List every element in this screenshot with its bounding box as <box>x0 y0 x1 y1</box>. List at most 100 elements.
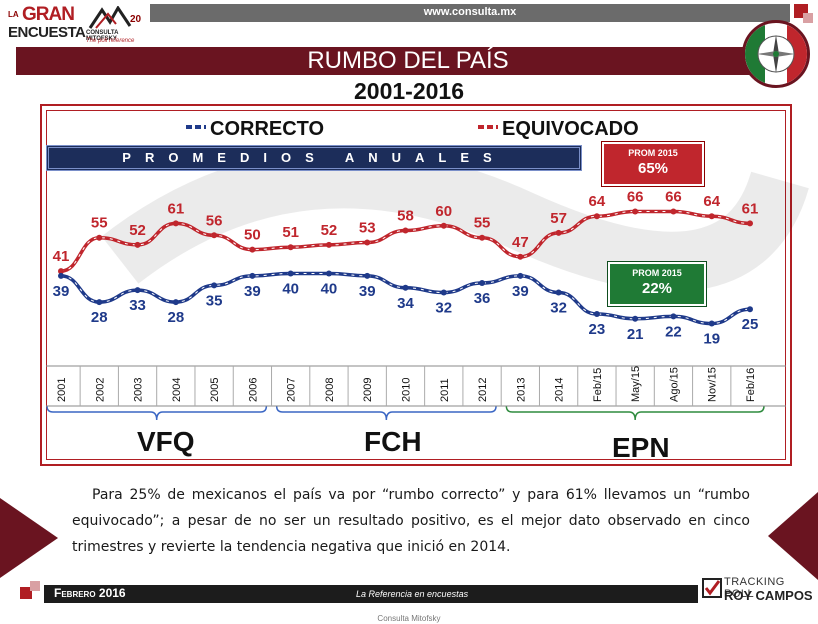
series-equivocado-point <box>249 246 256 253</box>
series-correcto-data-label: 33 <box>129 297 146 314</box>
x-tick-label: 2003 <box>133 378 145 402</box>
x-tick-label: 2007 <box>286 378 298 402</box>
series-equivocado-data-label: 52 <box>129 222 146 239</box>
x-tick-label: Ago/15 <box>668 367 680 402</box>
series-correcto-data-label: 25 <box>742 316 759 333</box>
x-tick-label: 2002 <box>94 378 106 402</box>
series-equivocado-point <box>325 241 332 248</box>
x-tick-label: Nov/15 <box>707 367 719 402</box>
series-correcto-data-label: 36 <box>474 290 491 307</box>
administration-brackets <box>46 405 765 421</box>
series-correcto-data-label: 34 <box>397 295 414 312</box>
series-equivocado-data-label: 51 <box>282 224 299 241</box>
promedios-anuales-label: PROMEDIOS ANUALES <box>122 150 506 165</box>
prom-correcto-title: PROM 2015 <box>632 268 682 278</box>
series-correcto-point <box>670 313 677 320</box>
logo-la-text: LA <box>8 10 19 19</box>
epn-bracket <box>505 405 765 421</box>
series-equivocado-data-label: 61 <box>742 200 759 217</box>
series-correcto-data-label: 32 <box>435 300 452 317</box>
rumbo-line-chart: CORRECTO EQUIVOCADO 2001 2002 2003 2004 2005… <box>46 118 809 421</box>
series-correcto-data-label: 32 <box>550 300 567 317</box>
series-correcto-data-label: 21 <box>627 326 644 343</box>
x-tick-label: 2011 <box>439 378 451 402</box>
series-equivocado-data-label: 58 <box>397 208 414 225</box>
series-correcto-point <box>134 287 141 294</box>
series-correcto-point <box>58 272 64 279</box>
series-equivocado-point <box>517 253 524 260</box>
right-decoration <box>768 492 818 580</box>
series-correcto-data-label: 40 <box>321 280 338 297</box>
logo-company-text: CONSULTA MITOFSKY <box>86 30 148 42</box>
footer-date: Febrero 2016 <box>54 586 126 600</box>
series-equivocado-point <box>632 208 639 215</box>
summary-paragraph: Para 25% de mexicanos el país va por “ru… <box>72 487 750 555</box>
tracking-line2: ROY CAMPOS <box>724 588 813 603</box>
series-correcto-point <box>325 270 332 277</box>
x-tick-label: 2010 <box>401 378 413 402</box>
x-tick-label: 2005 <box>209 378 221 402</box>
series-equivocado-data-label: 53 <box>359 219 376 236</box>
check-icon <box>702 578 722 598</box>
series-correcto-point <box>440 289 447 296</box>
vfq-bracket <box>46 405 268 421</box>
series-correcto-point <box>287 270 294 277</box>
promedios-anuales-banner: PROMEDIOS ANUALES <box>46 145 582 171</box>
series-correcto-data-label: 19 <box>703 331 720 348</box>
series-equivocado-point <box>364 239 371 246</box>
footer-tagline: La Referencia en encuestas <box>356 589 469 599</box>
series-correcto-data-label: 23 <box>589 321 606 338</box>
logo-gran-text: GRAN <box>22 4 75 25</box>
compass-icon <box>745 23 807 85</box>
series-correcto-point <box>364 272 371 279</box>
series-equivocado-point <box>555 229 562 236</box>
series-equivocado-data-label: 61 <box>167 200 184 217</box>
series-correcto-data-label: 39 <box>244 283 261 300</box>
series-equivocado-data-label: 56 <box>206 212 223 229</box>
watermark <box>101 148 809 292</box>
series-equivocado-data-label: 66 <box>665 188 682 205</box>
series-correcto-point <box>249 272 256 279</box>
series-correcto-data-label: 39 <box>512 283 529 300</box>
footer-squares-icon <box>20 581 40 599</box>
series-correcto-data-label: 28 <box>167 309 184 326</box>
tracking-line1: TRACKING POLL <box>724 576 785 600</box>
series-correcto-data-label: 39 <box>359 283 376 300</box>
series-correcto-point <box>211 282 218 289</box>
x-tick-label: 2009 <box>362 378 374 402</box>
series-equivocado-point <box>134 241 141 248</box>
series-equivocado-data-label: 64 <box>703 193 720 210</box>
series-correcto-point <box>402 284 409 291</box>
x-tick-label: Feb/16 <box>745 368 757 402</box>
x-tick-label: May/15 <box>630 366 642 402</box>
series-equivocado-point <box>96 234 103 241</box>
x-tick-label: Feb/15 <box>592 368 604 402</box>
series-equivocado-data-label: 60 <box>435 203 452 220</box>
ribbon-icon <box>88 6 132 29</box>
series-equivocado-point <box>708 213 715 220</box>
series-equivocado-data-label: 64 <box>589 193 606 210</box>
series-equivocado-data-label: 55 <box>91 215 108 232</box>
chart-inner-frame <box>46 110 786 460</box>
admin-epn-label: EPN <box>612 432 670 463</box>
series-equivocado-data-label: 66 <box>627 188 644 205</box>
prom-equivocado-title: PROM 2015 <box>628 148 678 158</box>
series-equivocado-point <box>593 213 600 220</box>
title-band <box>16 47 800 75</box>
prom-equivocado-box: PROM 2015 65% <box>601 141 705 187</box>
logo-tagline-text: The poll reference <box>86 38 135 44</box>
series-correcto-data-label: 39 <box>53 283 70 300</box>
fch-bracket <box>275 405 497 421</box>
series-correcto-point <box>517 272 524 279</box>
series-correcto-point <box>708 320 715 327</box>
compass-flag-emblem <box>742 20 810 88</box>
footnote: Consulta Mitofsky <box>377 614 441 623</box>
series-equivocado-data-label: 47 <box>512 234 529 251</box>
series-correcto-point <box>593 311 600 317</box>
logo-anniversary-text: 20 <box>130 14 142 25</box>
prom-equivocado-value: 65% <box>637 160 669 177</box>
series-correcto-point <box>632 315 639 322</box>
series-equivocado-point <box>440 222 447 229</box>
logo-encuesta-text: ENCUESTA <box>8 24 86 41</box>
x-tick-label: 2008 <box>324 378 336 402</box>
